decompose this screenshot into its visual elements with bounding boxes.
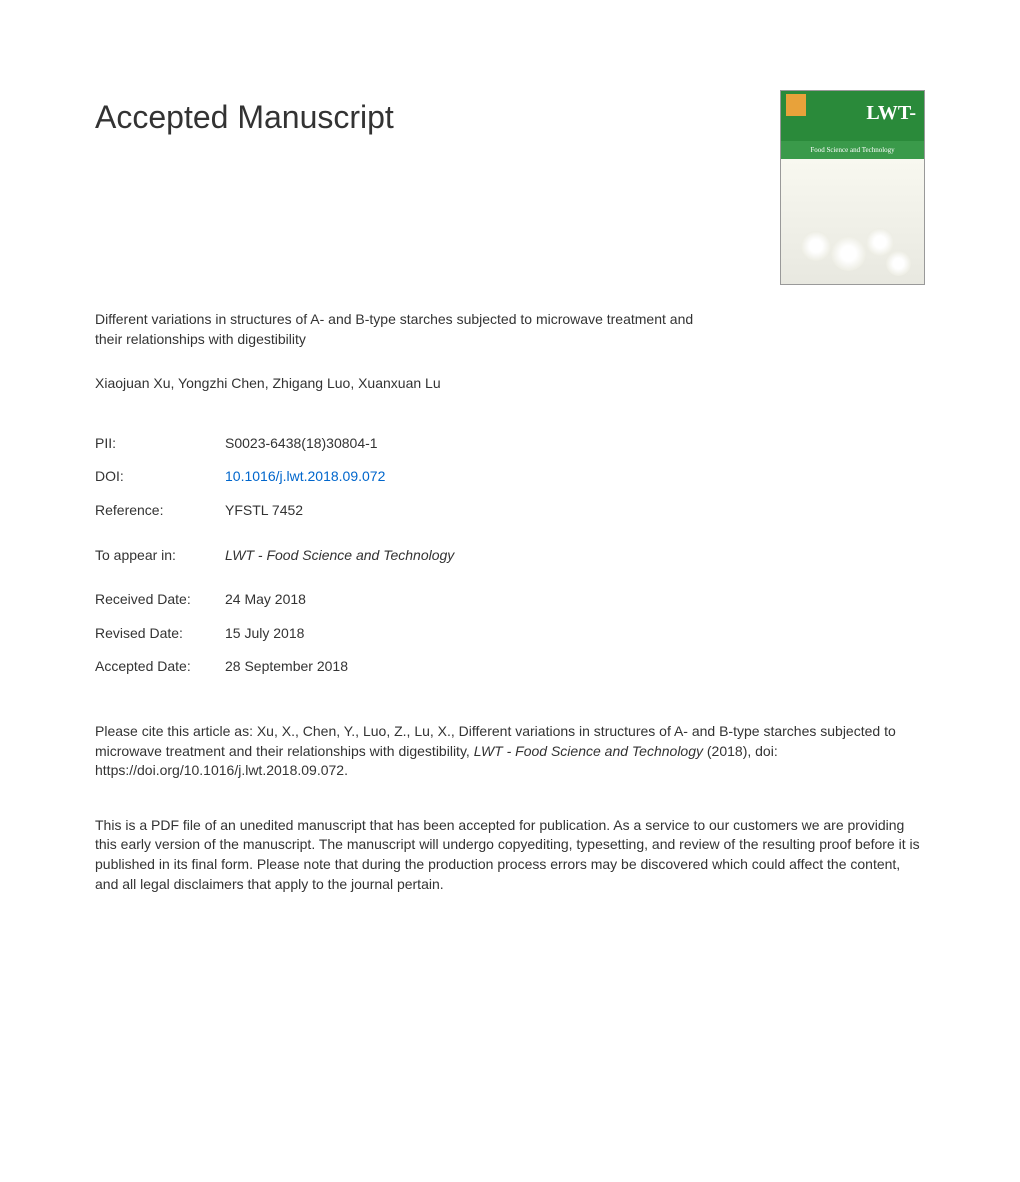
appear-value: LWT - Food Science and Technology [225, 546, 454, 566]
revised-value: 15 July 2018 [225, 624, 304, 644]
cover-circle-icon [866, 228, 894, 256]
metadata-row-reference: Reference: YFSTL 7452 [95, 501, 925, 521]
citation-journal: LWT - Food Science and Technology [474, 743, 703, 759]
received-value: 24 May 2018 [225, 590, 306, 610]
cover-circle-icon [831, 236, 866, 271]
article-title: Different variations in structures of A-… [95, 310, 695, 349]
metadata-row-accepted: Accepted Date: 28 September 2018 [95, 657, 925, 677]
metadata-row-pii: PII: S0023-6438(18)30804-1 [95, 434, 925, 454]
cover-header: LWT- [781, 91, 924, 141]
doi-label: DOI: [95, 467, 225, 487]
elsevier-logo-icon [786, 94, 806, 116]
received-label: Received Date: [95, 590, 225, 610]
pii-label: PII: [95, 434, 225, 454]
cover-circle-icon [886, 251, 911, 276]
reference-label: Reference: [95, 501, 225, 521]
doi-link[interactable]: 10.1016/j.lwt.2018.09.072 [225, 467, 385, 487]
citation-text: Please cite this article as: Xu, X., Che… [95, 722, 925, 781]
metadata-table: PII: S0023-6438(18)30804-1 DOI: 10.1016/… [95, 434, 925, 521]
cover-body [781, 159, 924, 285]
accepted-value: 28 September 2018 [225, 657, 348, 677]
page-title: Accepted Manuscript [95, 90, 394, 140]
metadata-row-appear: To appear in: LWT - Food Science and Tec… [95, 546, 925, 566]
metadata-row-received: Received Date: 24 May 2018 [95, 590, 925, 610]
reference-value: YFSTL 7452 [225, 501, 303, 521]
cover-graphic [791, 216, 914, 276]
dates-section: Received Date: 24 May 2018 Revised Date:… [95, 590, 925, 677]
pii-value: S0023-6438(18)30804-1 [225, 434, 378, 454]
header-row: Accepted Manuscript LWT- Food Science an… [95, 90, 925, 285]
cover-circle-icon [801, 231, 831, 261]
metadata-row-revised: Revised Date: 15 July 2018 [95, 624, 925, 644]
disclaimer-text: This is a PDF file of an unedited manusc… [95, 816, 925, 894]
metadata-row-doi: DOI: 10.1016/j.lwt.2018.09.072 [95, 467, 925, 487]
journal-cover: LWT- Food Science and Technology [780, 90, 925, 285]
appear-label: To appear in: [95, 546, 225, 566]
journal-subtitle: Food Science and Technology [781, 141, 924, 159]
appear-section: To appear in: LWT - Food Science and Tec… [95, 546, 925, 566]
revised-label: Revised Date: [95, 624, 225, 644]
authors: Xiaojuan Xu, Yongzhi Chen, Zhigang Luo, … [95, 374, 925, 394]
accepted-label: Accepted Date: [95, 657, 225, 677]
journal-name: LWT- [866, 99, 916, 127]
